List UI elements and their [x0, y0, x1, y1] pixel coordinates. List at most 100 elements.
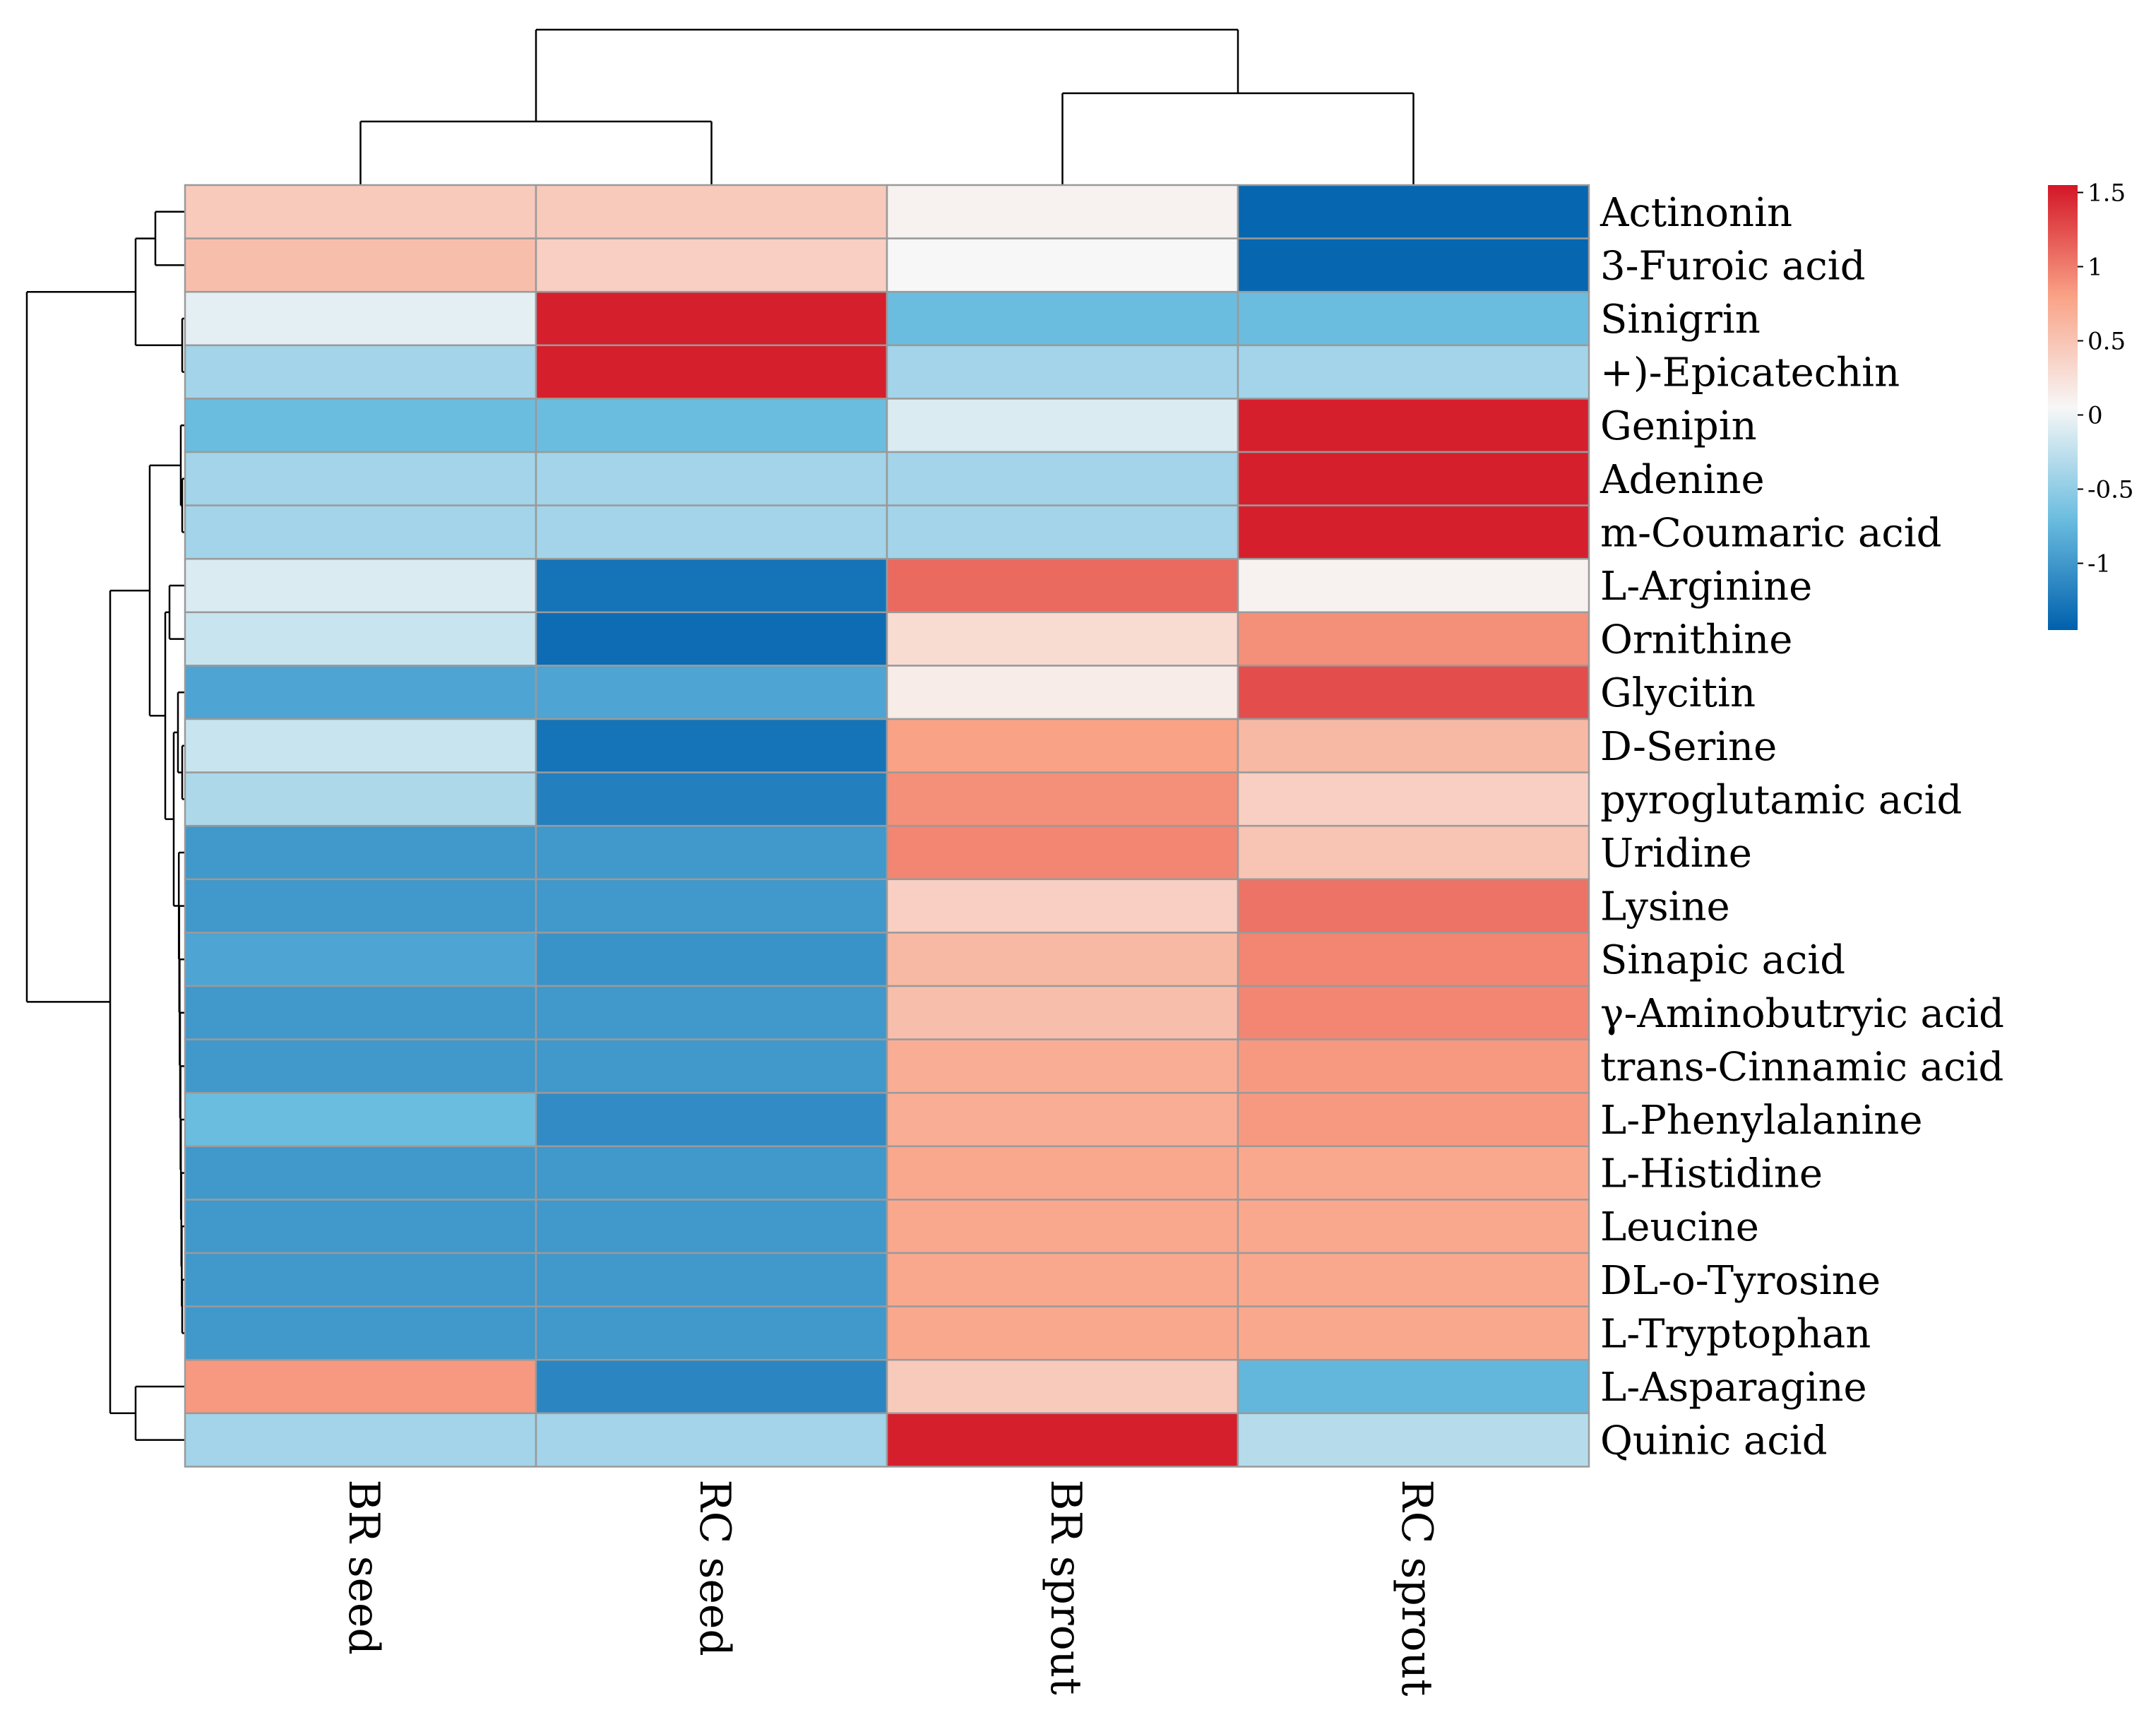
- row-label: Glycitin: [1600, 670, 1756, 716]
- heatmap-cell: [886, 1252, 1239, 1307]
- row-label: L-Phenylalanine: [1600, 1098, 1922, 1144]
- row-labels: Actinonin 3-Furoic acid Sinigrin +)-Epicate…: [1600, 190, 2004, 1464]
- row-label: L-Tryptophan: [1600, 1311, 1871, 1357]
- heatmap-cell: [535, 665, 888, 720]
- heatmap-cell: [184, 611, 537, 667]
- heatmap-cell: [184, 1091, 537, 1148]
- heatmap-cell: [535, 985, 888, 1040]
- row-label: Adenine: [1600, 457, 1765, 503]
- heatmap-cell: [184, 1358, 537, 1415]
- heatmap-cell: [535, 1252, 888, 1307]
- heatmap-cell: [184, 985, 537, 1040]
- row-label: L-Arginine: [1600, 564, 1812, 610]
- row-label: Ornithine: [1600, 617, 1792, 663]
- heatmap-cell: [886, 451, 1239, 506]
- heatmap-cell: [886, 878, 1239, 934]
- heatmap-cell: [535, 611, 888, 667]
- heatmap-cell: [886, 771, 1239, 827]
- column-label: BR seed: [339, 1479, 388, 1655]
- column-labels: BR seed RC seed BR sprout RC sprout: [339, 1479, 1441, 1696]
- heatmap-cell: [535, 1358, 888, 1415]
- heatmap-cell: [886, 1305, 1239, 1361]
- heatmap-cell: [886, 985, 1239, 1040]
- color-legend: 1.5 1 0.5 0 -0.5 -1: [2048, 179, 2134, 630]
- heatmap-cell: [1237, 611, 1590, 667]
- row-label: trans-Cinnamic acid: [1600, 1044, 2003, 1090]
- legend-tick-label: 1.5: [2087, 179, 2126, 208]
- heatmap-cell: [535, 451, 888, 506]
- heatmap-cell: [184, 1199, 537, 1254]
- heatmap-cell: [1237, 504, 1590, 560]
- row-label: Sinapic acid: [1600, 937, 1845, 983]
- heatmap-cell: [1237, 184, 1590, 239]
- heatmap-cell: [535, 878, 888, 934]
- heatmap-cell: [1237, 718, 1590, 773]
- heatmap-cell: [535, 771, 888, 827]
- row-label: γ-Aminobutryic acid: [1600, 991, 2004, 1037]
- heatmap-cell: [886, 1199, 1239, 1254]
- heatmap-cell: [184, 504, 537, 560]
- legend-tick-label: 0.5: [2087, 328, 2126, 356]
- heatmap-cell: [1237, 344, 1590, 400]
- heatmap-cell: [1237, 1412, 1590, 1468]
- heatmap-cell: [886, 1145, 1239, 1201]
- row-label: Lysine: [1600, 884, 1730, 930]
- heatmap-cell: [1237, 290, 1590, 347]
- heatmap-cell: [886, 1412, 1239, 1468]
- heatmap-cell: [886, 1038, 1239, 1094]
- heatmap-cell: [184, 718, 537, 773]
- heatmap-cell: [184, 237, 537, 293]
- heatmap-cell: [535, 1038, 888, 1094]
- heatmap-cell: [184, 557, 537, 614]
- row-label: pyroglutamic acid: [1600, 777, 1962, 823]
- heatmap-cell: [184, 344, 537, 400]
- column-label: RC seed: [690, 1479, 739, 1656]
- heatmap-cell: [535, 1145, 888, 1201]
- row-label: +)-Epicatechin: [1600, 350, 1900, 396]
- heatmap-cell: [1237, 878, 1590, 934]
- heatmap-cell: [535, 824, 888, 881]
- heatmap-cell: [886, 184, 1239, 239]
- heatmap-cell: [184, 451, 537, 506]
- heatmap-cells: [184, 184, 1590, 1468]
- row-label: Quinic acid: [1600, 1418, 1828, 1464]
- heatmap-cell: [1237, 451, 1590, 506]
- heatmap-cell: [886, 557, 1239, 614]
- legend-tick-label: 1: [2087, 254, 2103, 282]
- row-label: Uridine: [1600, 831, 1752, 877]
- heatmap-cell: [535, 932, 888, 987]
- heatmap-cell: [1237, 1358, 1590, 1415]
- heatmap-cell: [886, 1358, 1239, 1415]
- heatmap-cell: [1237, 665, 1590, 720]
- heatmap-cell: [886, 398, 1239, 453]
- heatmap-cell: [184, 184, 537, 239]
- heatmap-cell: [1237, 1252, 1590, 1307]
- heatmap-cell: [886, 504, 1239, 560]
- row-label: D-Serine: [1600, 724, 1777, 770]
- row-label: Genipin: [1600, 403, 1757, 449]
- heatmap-cell: [184, 932, 537, 987]
- heatmap-cell: [184, 1305, 537, 1361]
- heatmap-cell: [1237, 824, 1590, 881]
- row-label: DL-o-Tyrosine: [1600, 1258, 1881, 1304]
- heatmap-cell: [886, 932, 1239, 987]
- heatmap-cell: [184, 290, 537, 347]
- heatmap-cell: [184, 1252, 537, 1307]
- heatmap-cell: [1237, 1199, 1590, 1254]
- row-label: Sinigrin: [1600, 297, 1761, 343]
- color-legend-ticks: 1.5 1 0.5 0 -0.5 -1: [2078, 179, 2134, 578]
- heatmap-cell: [886, 1091, 1239, 1148]
- row-dendrogram: [25, 210, 185, 1441]
- heatmap-cell: [1237, 771, 1590, 827]
- heatmap-cell: [886, 718, 1239, 773]
- heatmap-cell: [535, 237, 888, 293]
- row-label: L-Asparagine: [1600, 1365, 1867, 1411]
- heatmap-cell: [886, 290, 1239, 347]
- column-label: BR sprout: [1041, 1479, 1090, 1695]
- heatmap-cell: [1237, 398, 1590, 453]
- heatmap-cell: [535, 557, 888, 614]
- heatmap-cell: [535, 718, 888, 773]
- heatmap-cell: [535, 1305, 888, 1361]
- column-dendrogram: [359, 28, 1414, 185]
- heatmap-cell: [184, 824, 537, 881]
